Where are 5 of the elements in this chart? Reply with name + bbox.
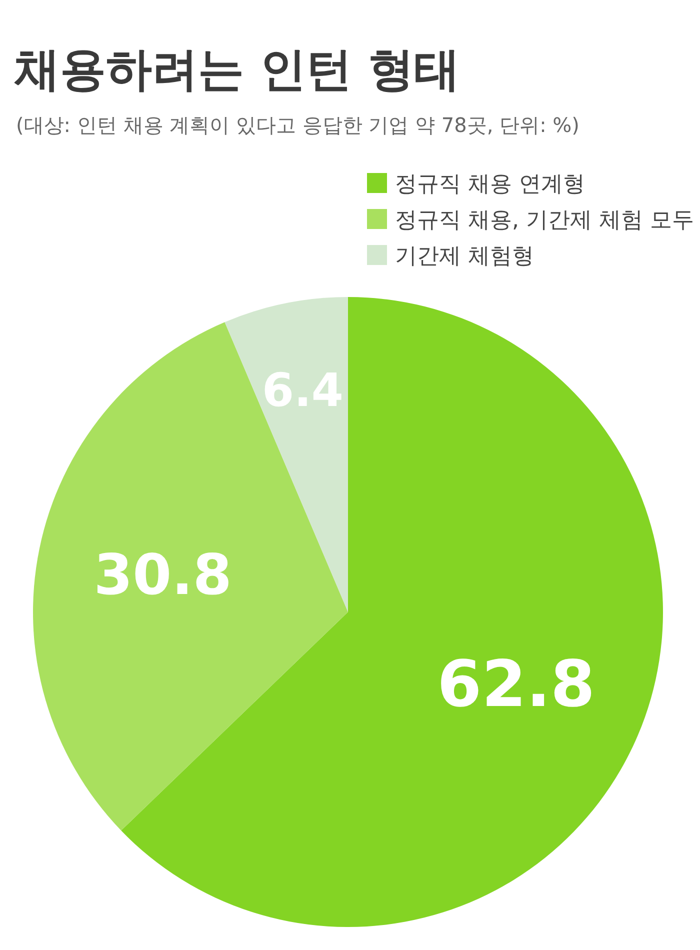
legend-label: 정규직 채용, 기간제 체험 모두 bbox=[395, 208, 694, 233]
legend-label: 정규직 채용 연계형 bbox=[395, 172, 585, 197]
legend-label: 기간제 체험형 bbox=[395, 244, 534, 269]
subtitle: (대상: 인턴 채용 계획이 있다고 응답한 기업 약 78곳, 단위: %) bbox=[16, 113, 580, 137]
title: 채용하려는 인턴 형태 bbox=[14, 42, 460, 96]
